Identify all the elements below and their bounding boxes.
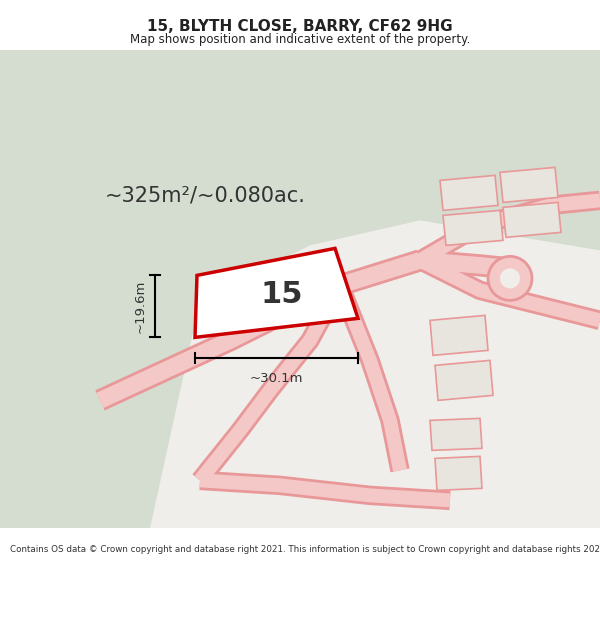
Polygon shape: [430, 418, 482, 451]
Polygon shape: [503, 202, 561, 238]
Polygon shape: [435, 456, 482, 491]
Polygon shape: [195, 248, 358, 338]
Text: ~19.6m: ~19.6m: [134, 280, 147, 333]
Text: Map shows position and indicative extent of the property.: Map shows position and indicative extent…: [130, 34, 470, 46]
Polygon shape: [150, 221, 600, 528]
Polygon shape: [440, 176, 498, 211]
Text: Contains OS data © Crown copyright and database right 2021. This information is : Contains OS data © Crown copyright and d…: [10, 545, 600, 554]
Polygon shape: [500, 168, 558, 202]
Text: 15: 15: [260, 281, 302, 309]
Text: ~30.1m: ~30.1m: [250, 372, 303, 386]
Polygon shape: [430, 316, 488, 356]
Polygon shape: [0, 51, 600, 401]
Text: ~325m²/~0.080ac.: ~325m²/~0.080ac.: [104, 186, 305, 206]
Circle shape: [488, 256, 532, 301]
Polygon shape: [0, 51, 600, 528]
Circle shape: [500, 268, 520, 288]
Text: 15, BLYTH CLOSE, BARRY, CF62 9HG: 15, BLYTH CLOSE, BARRY, CF62 9HG: [147, 19, 453, 34]
Polygon shape: [0, 51, 160, 331]
Polygon shape: [443, 211, 503, 246]
Polygon shape: [435, 361, 493, 401]
